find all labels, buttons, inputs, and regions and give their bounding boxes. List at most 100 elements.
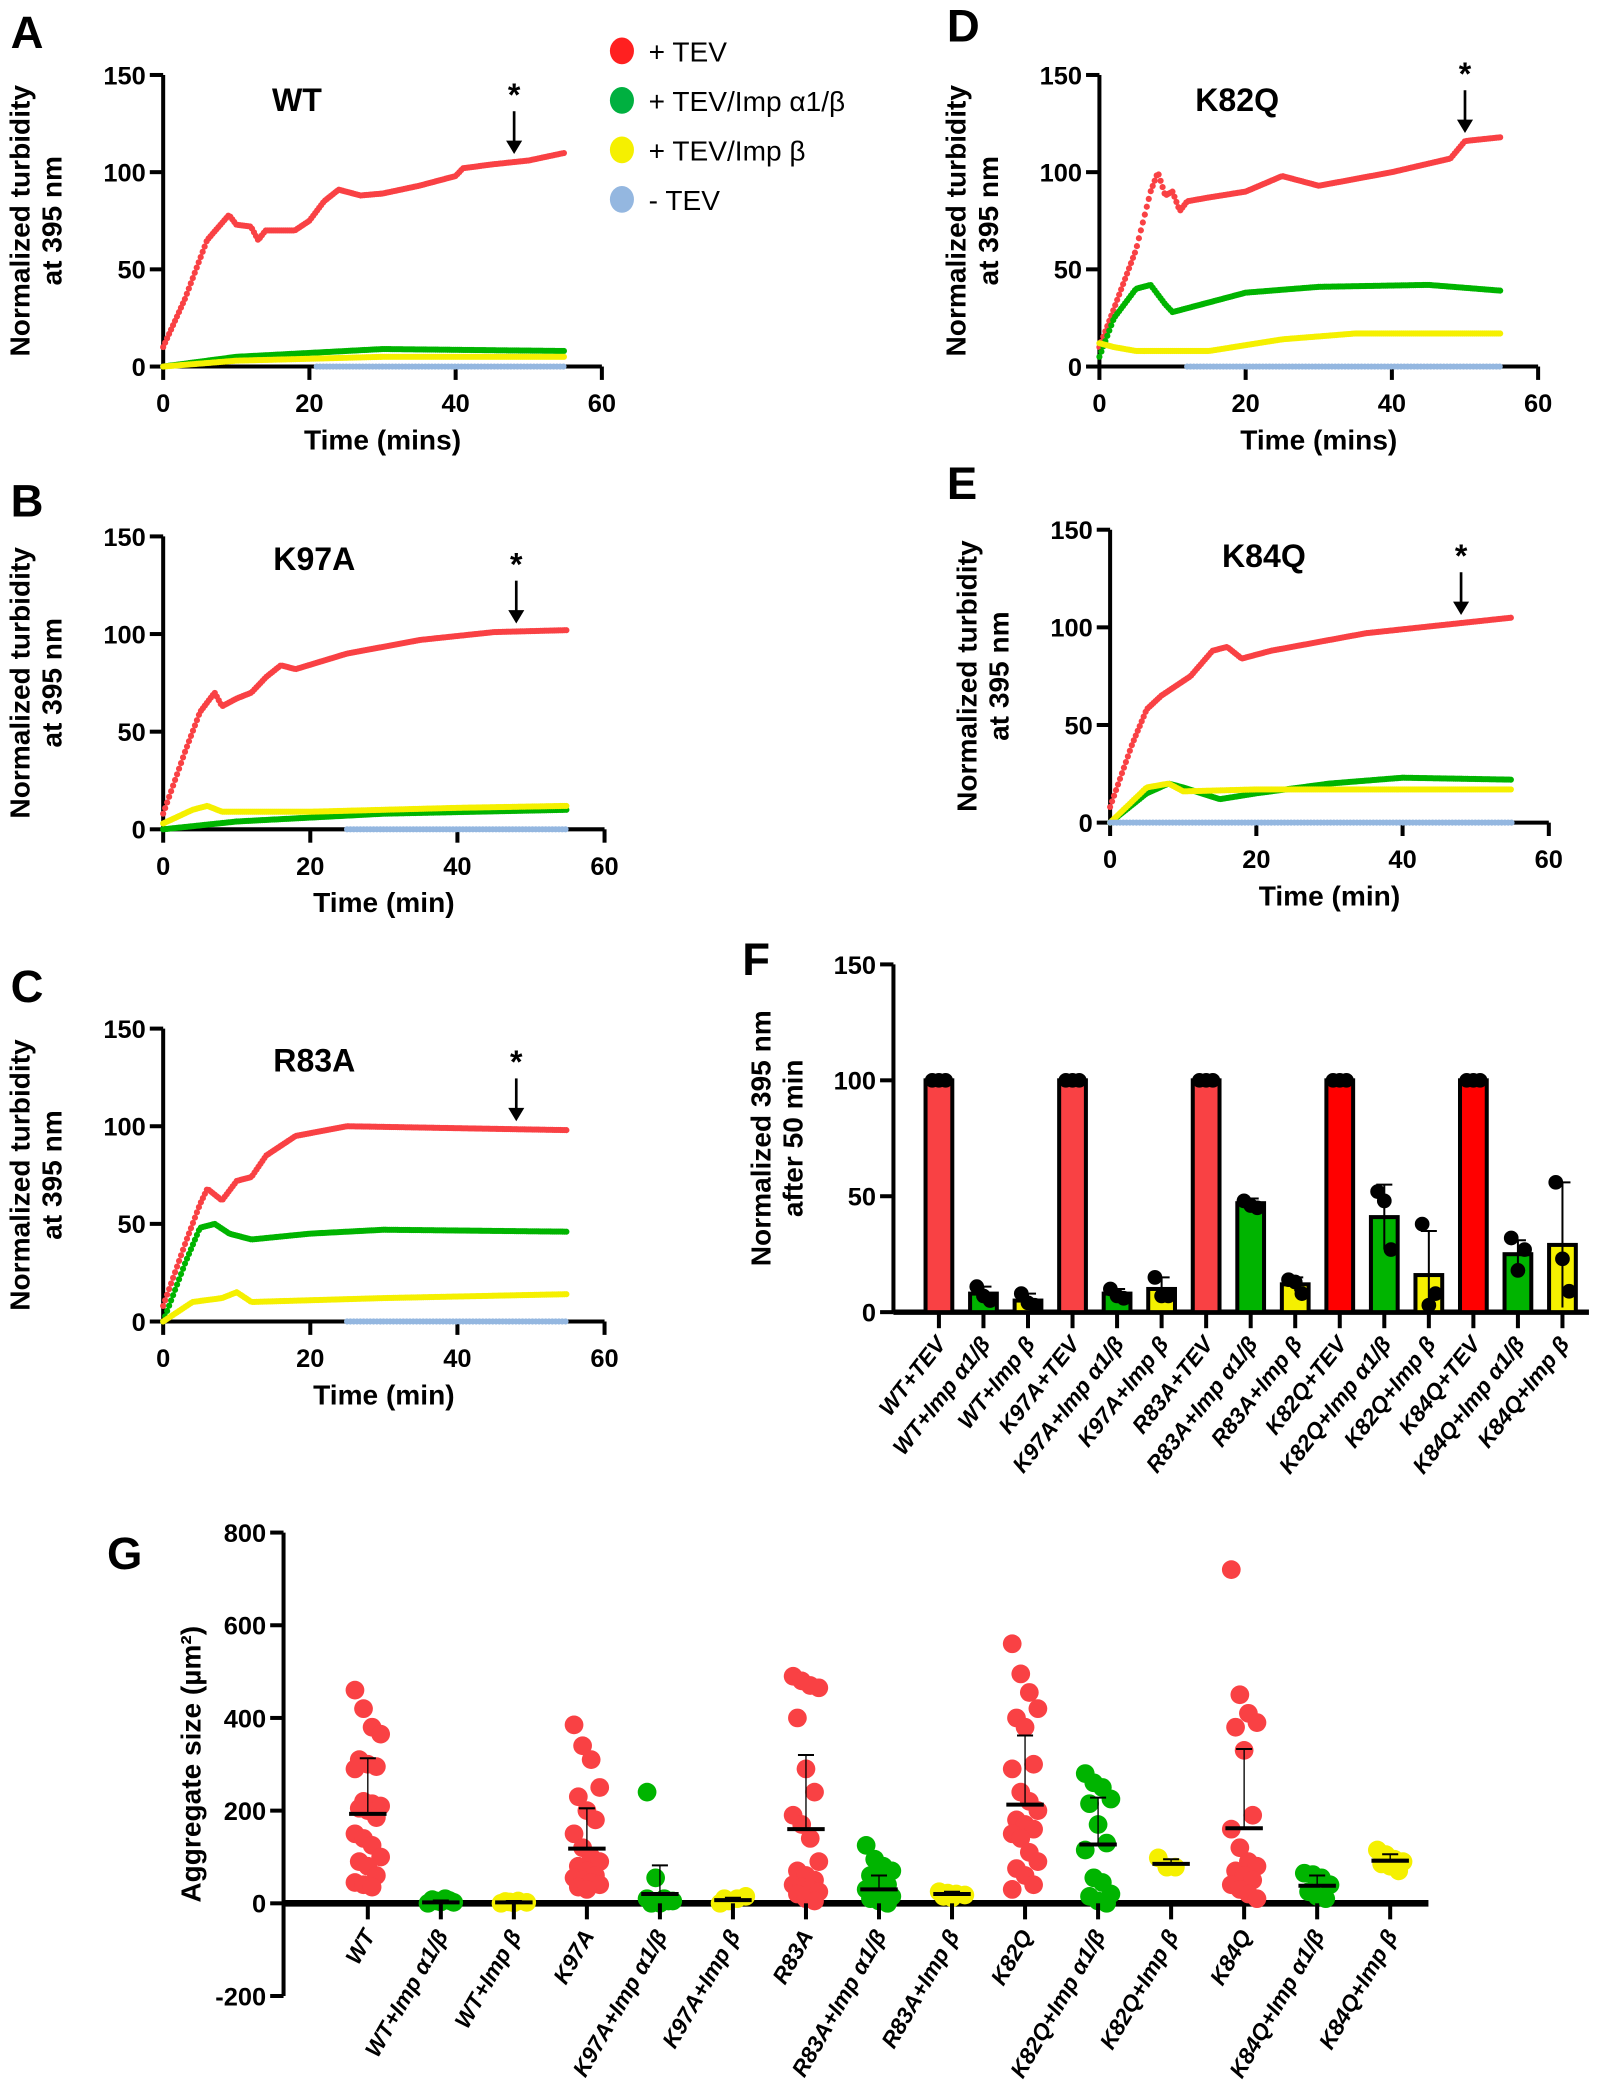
data-point xyxy=(1155,171,1162,178)
data-point xyxy=(1507,776,1514,783)
replicate-point xyxy=(1510,1263,1526,1278)
significance-asterisk: * xyxy=(508,77,521,113)
data-point xyxy=(345,1759,365,1779)
y-tick-label: 0 xyxy=(132,354,146,382)
data-point xyxy=(1221,1560,1241,1580)
data-point xyxy=(1135,235,1142,242)
data-point xyxy=(1226,1717,1245,1737)
legend: + TEV + TEV/Imp α1/β + TEV/Imp β - TEV xyxy=(609,37,845,216)
data-point xyxy=(189,727,197,734)
bar xyxy=(1057,1078,1088,1315)
series-1 xyxy=(1096,281,1504,360)
data-point xyxy=(174,771,181,778)
x-category-label: R83A+Imp β xyxy=(876,1925,965,2052)
series-0 xyxy=(1107,614,1514,811)
data-point xyxy=(1028,1852,1048,1871)
data-point xyxy=(1015,1717,1035,1737)
data-point xyxy=(166,1302,173,1309)
data-point xyxy=(183,1255,191,1262)
legend-label: + TEV xyxy=(649,37,728,68)
x-tick-label: 0 xyxy=(1092,390,1106,418)
data-point xyxy=(195,1204,203,1211)
x-tick-label: 40 xyxy=(1378,390,1406,418)
y-tick-label: 100 xyxy=(834,1068,876,1096)
y-tick-label: 150 xyxy=(103,62,145,90)
x-tick-label: 40 xyxy=(443,853,471,881)
data-point xyxy=(590,1778,610,1797)
data-point xyxy=(1110,792,1118,799)
data-point xyxy=(162,804,169,812)
data-point xyxy=(1128,742,1135,749)
y-tick-label: 100 xyxy=(103,1114,145,1142)
y-tick-label: 150 xyxy=(103,524,145,552)
x-tick-label: 20 xyxy=(1232,390,1260,418)
series-0 xyxy=(1096,134,1504,351)
y-tick-label: 400 xyxy=(224,1705,266,1733)
panel-letter: G xyxy=(107,1528,142,1579)
panel-title: K84Q xyxy=(1222,538,1306,574)
replicate-point xyxy=(1116,1290,1132,1306)
data-point xyxy=(563,627,570,634)
replicate-point xyxy=(1383,1242,1399,1257)
data-point xyxy=(1108,322,1115,329)
data-point xyxy=(1098,348,1105,355)
y-tick-label: 50 xyxy=(118,1211,146,1239)
data-point xyxy=(564,1824,584,1844)
x-axis-label: Time (min) xyxy=(313,887,454,918)
data-point xyxy=(189,1241,197,1248)
panel-letter: D xyxy=(947,1,980,52)
data-point xyxy=(577,1880,597,1899)
data-point xyxy=(175,1276,183,1283)
data-point xyxy=(1114,296,1121,303)
data-point xyxy=(162,1297,169,1304)
data-point xyxy=(1019,1683,1039,1702)
data-point xyxy=(193,1209,201,1216)
data-point xyxy=(1097,1893,1117,1913)
data-point xyxy=(185,1250,193,1258)
data-point xyxy=(354,1699,373,1719)
data-point xyxy=(1169,188,1176,195)
x-tick-label: 40 xyxy=(1388,846,1416,874)
data-point xyxy=(1080,1794,1099,1814)
panel-e: E K84Q 0 20 40 60 0 50 100 150 Time (min) Normalize… xyxy=(947,458,1563,912)
data-point xyxy=(1101,1789,1121,1809)
y-tick-label: 200 xyxy=(224,1798,266,1826)
data-point xyxy=(185,738,193,745)
data-point xyxy=(1507,786,1514,793)
data-point xyxy=(1112,302,1119,309)
data-point xyxy=(1122,758,1129,766)
data-point xyxy=(183,743,191,750)
data-point xyxy=(1230,1685,1250,1705)
bar xyxy=(1324,1078,1356,1315)
x-axis-label: Time (mins) xyxy=(304,424,461,455)
replicate-point xyxy=(1561,1283,1577,1299)
data-point xyxy=(581,1750,601,1770)
data-point xyxy=(160,810,167,817)
legend-marker xyxy=(609,37,634,65)
data-point xyxy=(560,353,567,360)
data-point xyxy=(170,1274,177,1281)
replicate-point xyxy=(1421,1297,1437,1313)
y-tick-label: 150 xyxy=(1040,62,1082,90)
data-point xyxy=(1104,332,1111,339)
data-point xyxy=(1497,134,1504,141)
y-tick-label: 600 xyxy=(224,1613,266,1641)
data-point xyxy=(805,1782,824,1802)
y-axis-label-line1: Normalized 395 nm xyxy=(745,1010,776,1266)
x-tick-label: 60 xyxy=(1524,390,1552,418)
y-tick-label: 100 xyxy=(1050,615,1092,643)
data-point xyxy=(563,1127,570,1134)
x-tick-label: 20 xyxy=(296,1345,324,1373)
data-point xyxy=(1316,1889,1336,1909)
y-tick-label: 150 xyxy=(103,1016,145,1044)
x-tick-label: 60 xyxy=(588,390,616,418)
data-point xyxy=(878,1893,897,1913)
series-2 xyxy=(1107,780,1514,826)
x-category-label: WT+Imp β xyxy=(449,1925,526,2033)
y-tick-label: 50 xyxy=(1064,712,1092,740)
legend-marker xyxy=(609,87,634,114)
data-point xyxy=(1116,291,1123,298)
data-point xyxy=(362,1877,382,1897)
data-point xyxy=(1141,211,1148,218)
